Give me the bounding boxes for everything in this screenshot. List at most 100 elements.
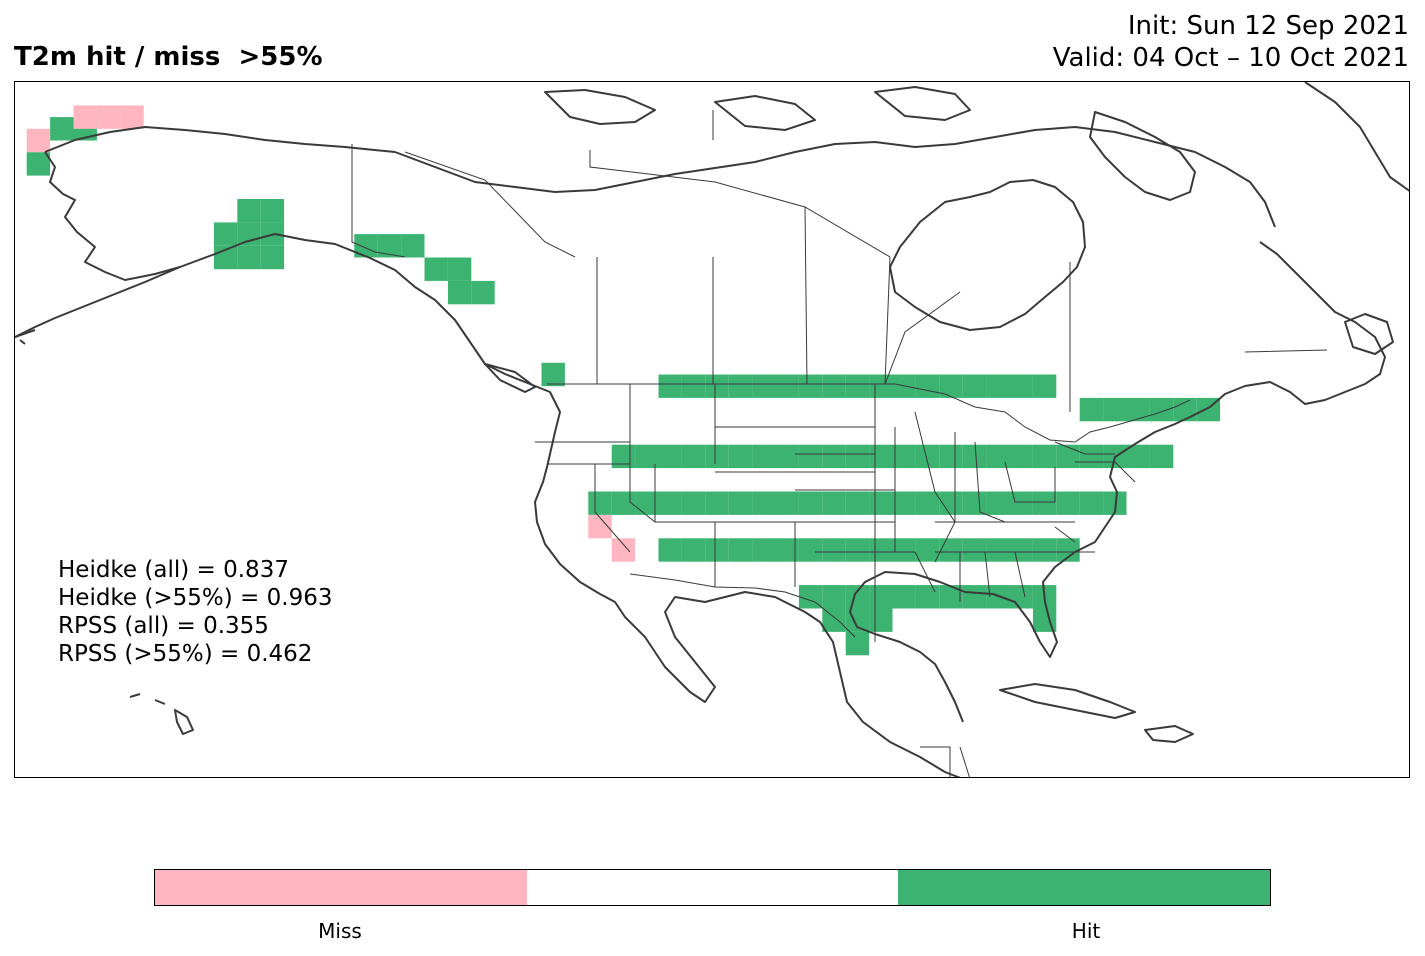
hit-cell [705,374,729,398]
coastline-arctic [394,126,1276,228]
coastlines [15,82,1409,777]
hit-cell [845,585,870,609]
hit-cell [681,491,706,515]
hit-cell [892,585,916,609]
hit-cell [728,538,753,562]
hit-cell [822,538,846,562]
hit-cell [658,444,682,469]
hit-cell [752,444,776,469]
hit-cell [424,257,448,281]
hit-cell [1032,444,1057,469]
hit-cell [798,444,823,469]
hit-cell [962,538,987,562]
hit-cell [869,491,893,515]
hit-cell [1126,397,1150,422]
hit-cell [939,585,963,609]
hit-cell [939,538,963,562]
hit-cell [635,444,659,469]
hit-cell [845,631,870,656]
border-us-states-east [914,411,1136,602]
hit-cell [1079,444,1104,469]
hit-cell [1032,491,1057,515]
valid-date-range: Valid: 04 Oct – 10 Oct 2021 [1052,43,1409,73]
border-alaska-canada [351,144,406,258]
hit-cell [447,257,472,281]
hit-cell [658,491,682,515]
hit-cell [1009,491,1033,515]
hit-cell [869,374,893,398]
hit-cell [939,374,963,398]
hit-cell [869,538,893,562]
hit-cell [377,234,402,258]
hit-cell [798,491,823,515]
hit-cell [845,374,870,398]
hit-cell [1009,538,1033,562]
coastline-cuba [999,683,1136,719]
hit-cell [752,538,776,562]
hit-cell [1009,374,1033,398]
hit-cell [939,491,963,515]
hit-cell [962,585,987,609]
hit-cell [1032,374,1057,398]
grid-cells [26,105,1221,656]
coastline-archipelago-3 [874,86,971,121]
hit-cell [892,491,916,515]
coastline-hispaniola [1144,725,1194,743]
hit-cell [705,538,729,562]
map-canvas [15,82,1409,777]
coastline-baffin [1089,111,1196,201]
hit-cell [822,374,846,398]
heidke-all: Heidke (all) = 0.837 [58,557,289,583]
hit-cell [1079,491,1104,515]
hit-cell [1009,444,1033,469]
hit-cell [1103,491,1127,515]
rpss-all: RPSS (all) = 0.355 [58,613,269,639]
hit-cell [1032,538,1057,562]
hit-cell [845,538,870,562]
hit-cell [1079,397,1104,422]
miss-cell [96,105,121,129]
miss-cell [73,105,97,129]
hit-cell [962,374,987,398]
hit-cell [986,491,1010,515]
border-central-america [920,746,970,777]
miss-cell [611,538,636,562]
border-us-states-west [535,383,716,587]
coastline-hawaii [129,693,194,735]
hit-cell [611,491,636,515]
chart-title: T2m hit / miss >55% [14,42,323,72]
hit-cell [892,444,916,469]
colorbar-miss-segment [155,870,527,905]
hit-cell [845,491,870,515]
date-info: Init: Sun 12 Sep 2021 Valid: 04 Oct – 10… [1053,10,1409,74]
hit-cell [915,491,940,515]
hit-cell [1173,397,1197,422]
hit-cell [728,491,753,515]
coastline-newfoundland [1344,313,1394,355]
hit-cell [1009,585,1033,609]
hit-cell [915,374,940,398]
colorbar-hit-segment [898,870,1271,905]
hit-cell [705,444,729,469]
hit-cell [1126,444,1150,469]
hit-cell [658,538,682,562]
hit-cell [26,152,51,176]
hit-cell [986,374,1010,398]
political-borders [351,110,1328,777]
coastline-west-mainland [15,233,961,777]
hit-cell [1056,444,1080,469]
hit-cell [939,444,963,469]
hit-cell [892,538,916,562]
border-us-mexico [629,573,856,638]
hit-cell [50,117,74,141]
hit-cell [869,608,893,632]
init-date: Init: Sun 12 Sep 2021 [1127,11,1409,41]
hit-cell [260,245,285,270]
colorbar-label-hit: Hit [1071,919,1101,943]
coastline-hudson-bay [889,179,1086,331]
miss-cell [588,514,612,539]
miss-cell [120,105,144,129]
miss-cell [26,128,51,153]
map-panel [14,81,1410,778]
border-canada-provinces [404,110,1328,412]
